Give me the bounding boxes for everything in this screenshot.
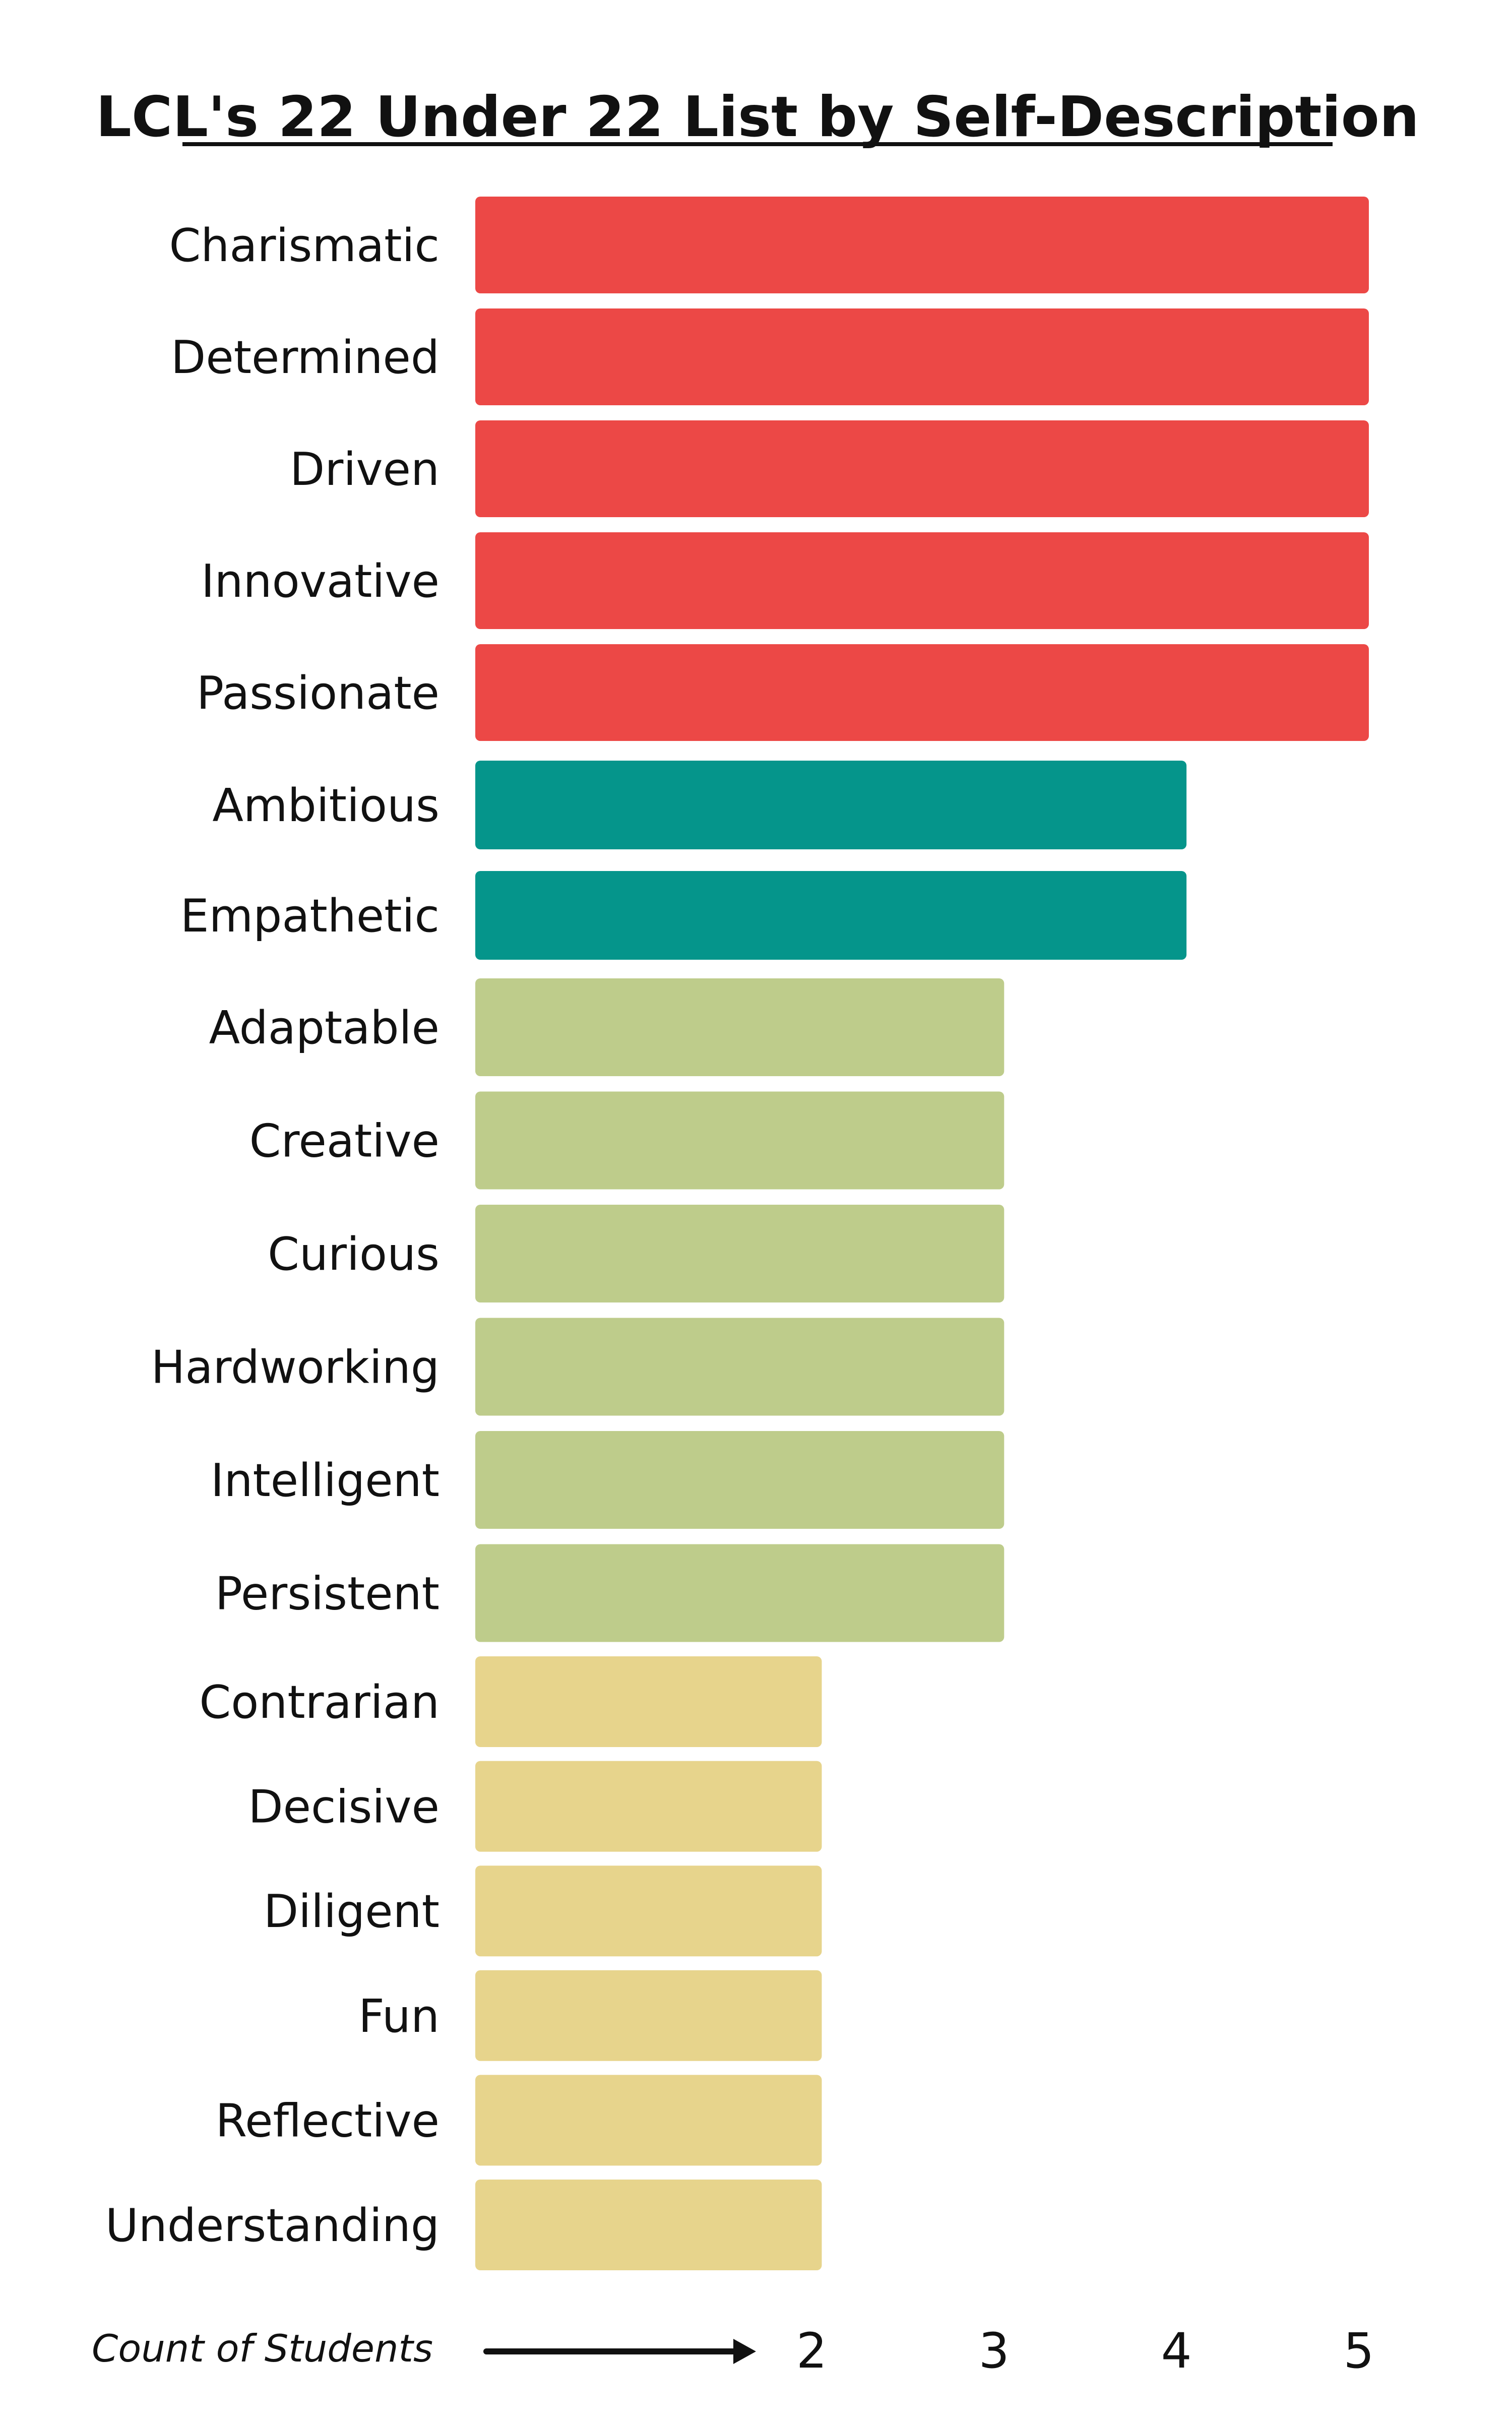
x-axis-label: Count of Students (92, 2326, 433, 2371)
bar-understanding (475, 2180, 822, 2270)
bar-fun (475, 1970, 822, 2061)
category-label-intelligent: Intelligent (211, 1454, 439, 1507)
x-axis-ticks: 2 3 4 5 (796, 2323, 1374, 2379)
bar-reflective (475, 2075, 822, 2166)
category-label-determined: Determined (171, 331, 439, 384)
bar-empathetic (475, 871, 1187, 960)
category-labels: Charismatic Determined Driven Innovative Pas… (105, 219, 439, 2252)
chart-title: LCL's 22 Under 22 List by Self-Descripti… (96, 85, 1419, 150)
category-label-fun: Fun (358, 1990, 439, 2043)
x-tick-2: 2 (796, 2323, 827, 2379)
bar-passionate (475, 644, 1369, 741)
bar-creative (475, 1091, 1004, 1190)
bar-innovative (475, 532, 1369, 629)
category-label-creative: Creative (249, 1115, 439, 1168)
bar-charismatic (475, 197, 1369, 293)
x-tick-4: 4 (1161, 2323, 1192, 2379)
bar-hardworking (475, 1318, 1004, 1416)
category-label-hardworking: Hardworking (151, 1341, 439, 1394)
category-label-ambitious: Ambitious (212, 779, 439, 832)
category-label-adaptable: Adaptable (209, 1002, 439, 1054)
bar-contrarian (475, 1656, 822, 1747)
bar-diligent (475, 1866, 822, 1957)
category-label-charismatic: Charismatic (169, 219, 439, 272)
category-label-reflective: Reflective (216, 2094, 439, 2147)
category-label-empathetic: Empathetic (180, 890, 439, 943)
bar-ambitious (475, 761, 1187, 849)
bar-driven (475, 420, 1369, 517)
bar-determined (475, 308, 1369, 405)
bar-adaptable (475, 978, 1004, 1076)
axis-arrow-icon (483, 2339, 756, 2364)
bar-persistent (475, 1544, 1004, 1642)
bar-intelligent (475, 1431, 1004, 1529)
category-label-diligent: Diligent (264, 1885, 439, 1938)
category-label-passionate: Passionate (197, 667, 439, 720)
category-label-driven: Driven (290, 443, 439, 496)
category-label-innovative: Innovative (201, 555, 439, 608)
x-tick-5: 5 (1343, 2323, 1374, 2379)
bars (475, 197, 1369, 2270)
category-label-contrarian: Contrarian (199, 1676, 439, 1729)
bar-curious (475, 1205, 1004, 1302)
category-label-understanding: Understanding (105, 2199, 439, 2252)
category-label-decisive: Decisive (248, 1781, 439, 1834)
bar-decisive (475, 1761, 822, 1852)
category-label-persistent: Persistent (215, 1568, 439, 1621)
x-tick-3: 3 (979, 2323, 1010, 2379)
category-label-curious: Curious (268, 1228, 439, 1281)
